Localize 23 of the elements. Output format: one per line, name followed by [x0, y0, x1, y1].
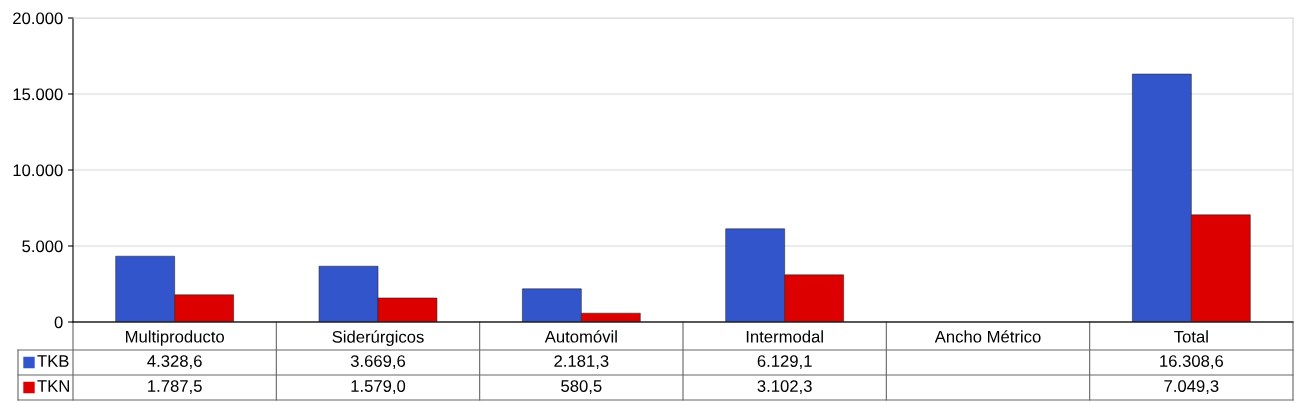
y-tick-label: 20.000 [13, 12, 63, 25]
y-tick-label: 5.000 [22, 240, 63, 253]
x-tick-label: Multiproducto [126, 330, 224, 346]
data-label: 16.308,6 [1160, 355, 1224, 369]
data-label: 2.181,3 [554, 355, 609, 369]
data-label: 580,5 [561, 380, 602, 394]
x-tick-label: Total [1174, 330, 1208, 343]
data-label: 6.129,1 [757, 355, 812, 369]
data-label: 3.669,6 [350, 355, 406, 369]
y-tick-label: 10.000 [13, 164, 63, 177]
x-tick-label: Siderúrgicos [332, 330, 424, 347]
data-label: 1.579,0 [351, 380, 406, 394]
legend-label: TKN [37, 380, 69, 392]
x-tick-label: Intermodal [746, 330, 823, 343]
data-label: 1.787,5 [148, 380, 202, 394]
y-tick-label: 0 [54, 316, 63, 329]
x-tick-label: Automóvil [544, 330, 617, 343]
y-tick-label: 15.000 [13, 88, 63, 101]
data-label: 4.328,6 [147, 355, 202, 369]
data-label: 3.102,3 [757, 380, 812, 394]
data-label: 7.049,3 [1164, 380, 1219, 394]
x-tick-label: Ancho Métrico [934, 330, 1041, 343]
legend-label: TKB [37, 355, 69, 367]
